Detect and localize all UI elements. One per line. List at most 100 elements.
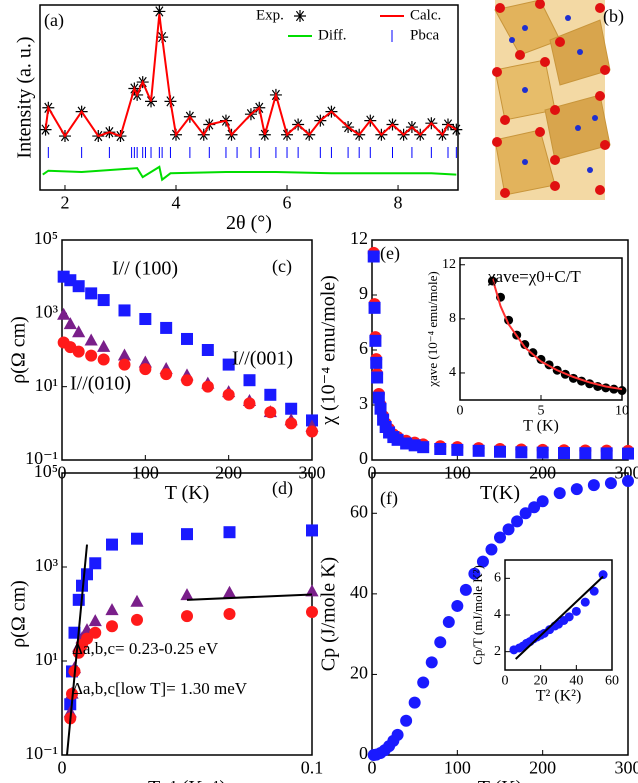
x-tick-label: 0 [58,758,67,778]
series-label: I// (100) [112,258,178,280]
x-tick-label: 10 [615,403,629,418]
marker [408,696,421,709]
marker [130,594,144,607]
annotation: Δa,b,c= 0.23-0.25 eV [72,639,219,658]
y-axis-label: χave (10⁻⁴ emu/mole) [425,271,440,387]
marker [372,391,385,404]
x-axis-label: T⁻¹ (K⁻¹) [148,777,226,783]
marker [131,613,143,626]
marker [553,487,566,500]
x-tick-label: 60 [605,673,619,688]
series-label: I//(010) [70,373,131,395]
marker [617,386,627,396]
y-tick-label: 12 [350,228,368,248]
y-tick-label: 10³ [35,555,59,575]
marker [222,388,235,401]
x-tick-label: 2 [60,193,69,213]
marker [118,304,131,317]
marker [88,614,102,627]
panel: 0 0.1 10⁻¹ 10¹ 10³ 10⁵ T⁻¹ (K⁻¹) ρ(Ω cm) (d) Δa,b… [8,461,324,783]
marker [564,612,574,622]
marker [598,570,608,580]
marker [494,531,506,544]
y-tick-label: 8 [449,311,456,326]
x-tick-label: 40 [569,673,583,688]
marker [367,250,380,263]
y-axis-label: χ (10⁻⁴ emu/mole) [318,275,340,426]
x-axis-label: 2θ (°) [226,212,272,234]
marker [84,333,98,346]
x-tick-label: 6 [283,193,292,213]
marker [494,445,506,458]
marker [105,603,119,616]
marker [374,402,387,415]
y-tick-label: 2 [494,644,501,659]
marker [181,332,193,345]
marker [472,444,485,457]
annotation: (a) [44,10,64,31]
marker [434,443,447,455]
marker [622,475,634,488]
marker [485,543,498,556]
marker [368,301,381,314]
annotation: (e) [380,243,400,264]
marker [294,10,306,22]
y-axis-label: ρ(Ω cm) [8,580,30,648]
series-line [515,575,604,660]
marker [370,356,383,369]
marker [502,523,515,536]
y-tick-label: 0 [359,743,368,763]
marker [558,447,570,460]
marker [72,345,85,358]
marker [528,348,538,358]
panel-label: (b) [603,6,624,27]
y-tick-label: 10⁵ [34,228,58,248]
plot-frame [459,257,623,401]
marker [76,579,88,592]
marker [450,123,463,136]
marker [181,528,193,541]
annotation: (d) [272,478,293,499]
marker [153,5,166,18]
series-line [44,13,457,138]
marker [85,287,98,300]
plot-frame [61,239,313,461]
marker [180,588,194,601]
marker [264,406,277,419]
x-axis-label: T (K) [165,482,210,504]
x-tick-label: 100 [444,758,471,778]
x-tick-label: 200 [529,758,556,778]
marker [417,441,430,454]
marker [89,626,102,639]
y-tick-label: 20 [350,663,368,683]
y-tick-label: 10¹ [35,375,58,395]
y-axis-label: Cp/T (mJ/mole K²) [470,565,485,665]
x-tick-label: 0 [457,403,464,418]
marker [587,479,600,492]
marker [85,349,98,362]
y-tick-label: 4 [449,365,456,380]
marker [106,620,118,633]
panel: 0 20 40 60 2 4 6 T² (K²) Cp/T (mJ/mole K²) [470,559,619,704]
annotation: χave=χ0+C/T [487,267,581,286]
marker [600,447,613,460]
marker [369,334,382,347]
marker [519,507,532,520]
x-tick-label: 0 [368,758,377,778]
marker [371,371,384,384]
marker [97,339,111,352]
annotation: (f) [380,488,398,509]
series-line [186,593,313,601]
y-axis-label: Intensity (a. u.) [14,36,36,158]
y-tick-label: 6 [494,571,501,586]
x-axis-label: T(K) [480,482,520,504]
marker [306,425,318,438]
annotation: Δa,b,c[low T]= 1.30 meV [72,679,248,698]
marker [139,363,152,376]
marker [63,317,77,330]
marker [57,307,71,320]
x-tick-label: 0.1 [301,758,324,778]
x-tick-label: 300 [615,758,638,778]
